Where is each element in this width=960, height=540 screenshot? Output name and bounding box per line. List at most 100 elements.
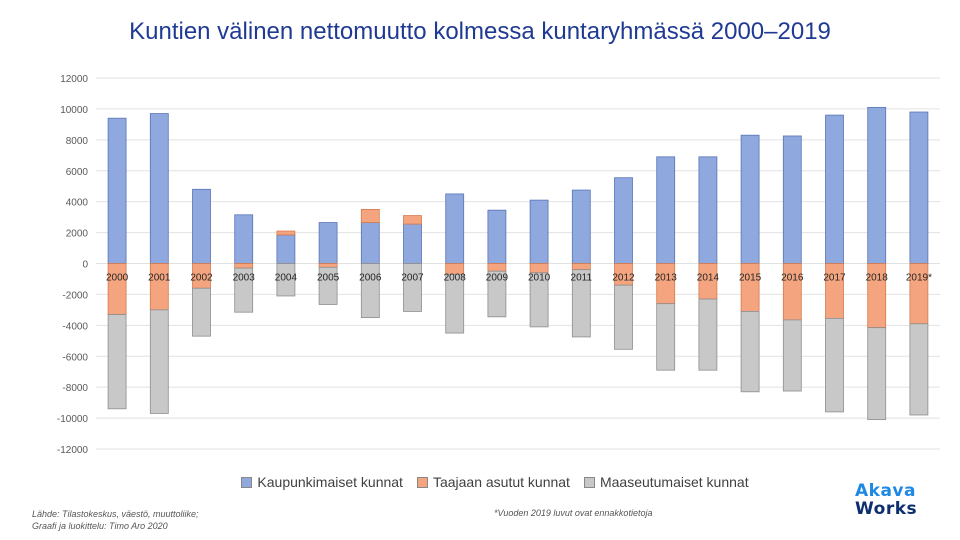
bar-taajaan [656, 263, 676, 305]
y-tick-label: -6000 [62, 352, 88, 363]
bar-maaseutumaiset [487, 270, 507, 318]
bar-maaseutumaiset [403, 263, 422, 312]
gridlines [96, 77, 940, 450]
legend-label: Kaupunkimaiset kunnat [257, 474, 403, 490]
x-tick-label: 2003 [233, 273, 256, 284]
logo-line: Works [855, 499, 918, 519]
bar-maaseutumaiset [192, 287, 211, 337]
bar-maaseutumaiset [825, 317, 844, 413]
source-line: Lähde: Tilastokeskus, väestö, muuttoliik… [32, 509, 199, 519]
y-tick-label: 12000 [60, 74, 88, 85]
bar-maaseutumaiset [360, 263, 380, 319]
bar-kaupunkimaiset [360, 222, 380, 264]
footnote: *Vuoden 2019 luvut ovat ennakkotietoja [494, 508, 653, 518]
bar-kaupunkimaiset [740, 134, 760, 264]
y-tick-label: 4000 [66, 198, 89, 209]
bar-kaupunkimaiset [909, 111, 929, 264]
source-note: Lähde: Tilastokeskus, väestö, muuttoliik… [32, 508, 199, 532]
bar-maaseutumaiset [782, 319, 802, 392]
bar-kaupunkimaiset [234, 214, 254, 264]
legend-swatch [583, 476, 595, 488]
bar-maaseutumaiset [107, 314, 127, 410]
x-tick-label: 2016 [781, 273, 804, 284]
x-tick-label: 2010 [528, 273, 551, 284]
bar-taajaan [149, 263, 169, 311]
bar-kaupunkimaiset [445, 193, 465, 264]
logo-line: Akava [855, 481, 916, 501]
bar-kaupunkimaiset [782, 135, 802, 264]
y-axis: 12000 10000 8000 6000 4000 2000 0 -2000 -4000 -60… [57, 74, 89, 456]
x-tick-label: 2004 [275, 273, 298, 284]
bar-maaseutumaiset [318, 266, 338, 305]
x-tick-label: 2018 [866, 273, 889, 284]
bar-maaseutumaiset [149, 309, 169, 414]
bar-kaupunkimaiset [276, 234, 296, 264]
bar-kaupunkimaiset [318, 222, 338, 264]
bar-taajaan [234, 263, 254, 269]
bar-maaseutumaiset [571, 269, 591, 338]
x-tick-label: 2015 [739, 273, 762, 284]
bar-maaseutumaiset [234, 267, 254, 313]
bar-kaupunkimaiset [571, 189, 591, 264]
x-tick-label: 2019* [906, 273, 932, 284]
x-tick-label: 2008 [444, 273, 467, 284]
legend-label: Maaseutumaiset kunnat [599, 474, 749, 490]
x-tick-label: 2001 [148, 273, 171, 284]
bar-kaupunkimaiset [867, 106, 887, 264]
y-tick-label: -4000 [62, 321, 88, 332]
bar-kaupunkimaiset [192, 188, 211, 264]
bar-taajaan [107, 263, 127, 315]
legend-swatch [241, 476, 253, 488]
y-tick-label: 10000 [60, 105, 88, 116]
y-tick-label: -10000 [57, 414, 89, 425]
y-tick-label: -2000 [62, 290, 88, 301]
bar-maaseutumaiset [867, 327, 887, 421]
x-tick-label: 2009 [486, 273, 509, 284]
bar-kaupunkimaiset [107, 117, 127, 264]
bar-taajaan [487, 263, 507, 272]
bar-kaupunkimaiset [614, 177, 633, 264]
y-tick-label: -8000 [62, 383, 88, 394]
legend-item-taajaan: Taajaan asutut kunnat [416, 474, 570, 490]
bar-taajaan [529, 263, 549, 274]
y-tick-label: 0 [82, 260, 88, 271]
bar-taajaan [318, 263, 338, 268]
x-tick-label: 2005 [317, 273, 340, 284]
bar-taajaan [740, 263, 760, 312]
bars [107, 106, 929, 421]
bar-taajaan [571, 263, 591, 271]
legend-item-maaseutumaiset: Maaseutumaiset kunnat [583, 474, 749, 490]
y-tick-label: 2000 [66, 229, 89, 240]
legend-swatch [416, 476, 428, 488]
bar-kaupunkimaiset [529, 199, 549, 264]
bar-kaupunkimaiset [656, 156, 676, 264]
source-line: Graafi ja luokittelu: Timo Aro 2020 [32, 521, 168, 531]
akava-works-logo: Akava Works [855, 482, 917, 518]
legend-item-kaupunkimaiset: Kaupunkimaiset kunnat [241, 474, 403, 490]
bar-maaseutumaiset [445, 273, 465, 334]
bar-kaupunkimaiset [149, 113, 169, 264]
x-tick-label: 2013 [655, 273, 678, 284]
bar-kaupunkimaiset [825, 114, 844, 264]
y-tick-label: 8000 [66, 136, 89, 147]
x-tick-label: 2014 [697, 273, 720, 284]
x-tick-label: 2012 [612, 273, 635, 284]
bar-taajaan [276, 230, 296, 236]
bar-taajaan [403, 215, 422, 225]
y-tick-label: 6000 [66, 167, 89, 178]
x-tick-label: 2007 [401, 273, 424, 284]
bar-kaupunkimaiset [487, 209, 507, 264]
legend-label: Taajaan asutut kunnat [432, 474, 570, 490]
bar-maaseutumaiset [529, 272, 549, 328]
x-tick-label: 2017 [823, 273, 846, 284]
bar-maaseutumaiset [909, 323, 929, 416]
chart-plot: 12000 10000 8000 6000 4000 2000 0 -2000 -4000 -60… [57, 74, 940, 456]
x-axis-labels: 2000 2001 2002 2003 2004 2005 2006 2007 2008 2009… [106, 273, 932, 284]
bar-taajaan [360, 208, 380, 223]
bar-maaseutumaiset [740, 311, 760, 393]
bar-maaseutumaiset [698, 298, 718, 371]
x-tick-label: 2002 [190, 273, 213, 284]
bar-kaupunkimaiset [403, 223, 422, 264]
bar-maaseutumaiset [614, 284, 633, 350]
y-tick-label: -12000 [57, 445, 89, 456]
